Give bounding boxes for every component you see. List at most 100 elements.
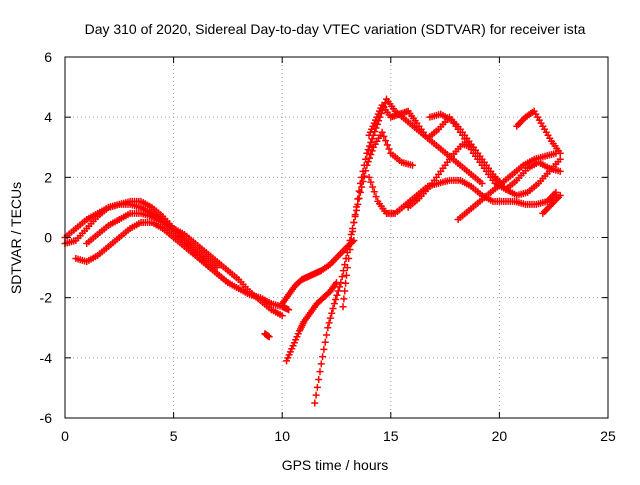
x-tick-label: 20 (492, 428, 508, 444)
data-point (313, 383, 321, 391)
data-point (370, 188, 378, 196)
data-point (382, 137, 390, 145)
x-tick-label: 10 (274, 428, 290, 444)
data-point (556, 191, 564, 199)
data-point (350, 218, 358, 226)
x-tick-label: 15 (383, 428, 399, 444)
data-point (345, 255, 353, 263)
data-point (362, 155, 370, 163)
data-point (369, 183, 377, 191)
data-point (380, 132, 388, 140)
data-point (359, 167, 367, 175)
x-tick-label: 0 (61, 428, 69, 444)
data-point (351, 211, 359, 219)
y-tick-label: 6 (44, 49, 52, 65)
data-point (323, 331, 331, 339)
data-point (556, 167, 564, 175)
data-point (360, 161, 368, 169)
data-point (356, 188, 364, 196)
data-point (328, 309, 336, 317)
data-point (213, 264, 221, 272)
data-point (330, 300, 338, 308)
data-point (341, 287, 349, 295)
data-point (347, 237, 355, 245)
data-point (356, 179, 364, 187)
data-point (343, 264, 351, 272)
data-point (317, 360, 325, 368)
data-point (367, 138, 375, 146)
data-point (358, 173, 366, 181)
data-point (325, 319, 333, 327)
data-point (478, 179, 486, 187)
x-tick-label: 25 (600, 428, 616, 444)
data-points (61, 95, 564, 407)
data-point (278, 312, 286, 320)
data-point (285, 306, 293, 314)
data-point (367, 178, 375, 186)
axis-ticks: 0 5 10 15 20 25 -6 -4 -2 0 2 4 6 (40, 49, 616, 444)
series-track-5 (283, 279, 340, 365)
data-point (339, 267, 347, 275)
data-point (333, 291, 341, 299)
series-track-13 (454, 149, 560, 223)
data-point (458, 131, 466, 139)
data-point (352, 203, 360, 211)
y-tick-label: -6 (40, 410, 53, 426)
data-point (326, 314, 334, 322)
data-point (311, 399, 319, 407)
y-tick-label: 4 (44, 109, 52, 125)
data-point (364, 146, 372, 154)
series-track-10 (365, 173, 560, 217)
data-point (372, 193, 380, 201)
data-point (556, 149, 564, 157)
series-track-15 (539, 191, 564, 217)
data-point (465, 142, 473, 150)
data-point (316, 368, 324, 376)
y-tick-label: -2 (40, 290, 53, 306)
series-track-6 (278, 237, 358, 308)
data-point (315, 375, 323, 383)
data-point (467, 146, 475, 154)
data-point (354, 195, 362, 203)
data-point (378, 128, 386, 136)
data-point (334, 287, 342, 295)
data-point (321, 338, 329, 346)
series-track-12 (426, 110, 564, 193)
y-tick-label: 0 (44, 230, 52, 246)
data-point (368, 147, 376, 155)
data-point (338, 273, 346, 281)
data-point (336, 283, 344, 291)
data-point (358, 183, 366, 191)
y-tick-label: 2 (44, 169, 52, 185)
data-point (383, 141, 391, 149)
data-point (346, 246, 354, 254)
data-point (463, 138, 471, 146)
data-point (355, 187, 363, 195)
y-axis-label: SDTVAR / TECUs (8, 182, 24, 294)
data-point (385, 145, 393, 153)
data-point (342, 279, 350, 287)
y-tick-label: -4 (40, 350, 53, 366)
data-point (340, 295, 348, 303)
data-point (349, 227, 357, 235)
data-point (556, 155, 564, 163)
data-point (329, 304, 337, 312)
data-point (342, 271, 350, 279)
series-track-16 (261, 330, 273, 341)
x-tick-label: 5 (170, 428, 178, 444)
series-track-14 (513, 107, 564, 157)
data-point (552, 188, 560, 196)
grid-lines (65, 57, 608, 418)
data-point (461, 135, 469, 143)
data-point (320, 345, 328, 353)
series-track-4 (83, 209, 221, 272)
data-point (324, 324, 332, 332)
data-point (363, 149, 371, 157)
data-point (339, 303, 347, 311)
data-point (368, 135, 376, 143)
data-point (365, 173, 373, 181)
chart-title: Day 310 of 2020, Sidereal Day-to-day VTE… (85, 21, 586, 37)
plot-border (64, 56, 609, 419)
